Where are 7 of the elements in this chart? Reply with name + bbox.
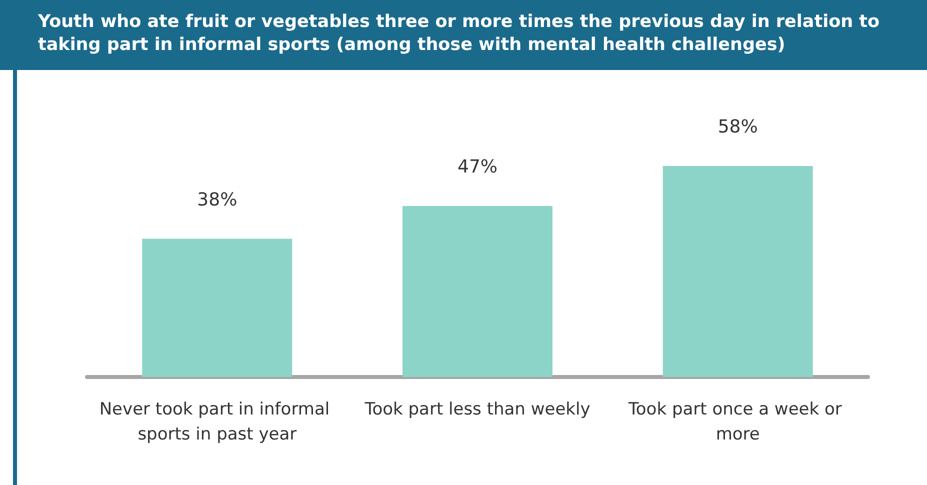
x-tick-label: Took part less than weekly xyxy=(364,400,590,420)
x-tick-label: Took part once a week or more xyxy=(627,400,848,444)
data-label: 58% xyxy=(718,116,758,138)
data-label: 47% xyxy=(457,156,498,178)
data-label: 38% xyxy=(197,189,238,210)
x-tick-label: Never took part in informal sports in past year xyxy=(99,400,335,444)
chart-title: Youth who ate fruit or vegetables three or more times the previous day in relation to taking part in informal sports (among those with mental health challenges) xyxy=(0,0,927,70)
